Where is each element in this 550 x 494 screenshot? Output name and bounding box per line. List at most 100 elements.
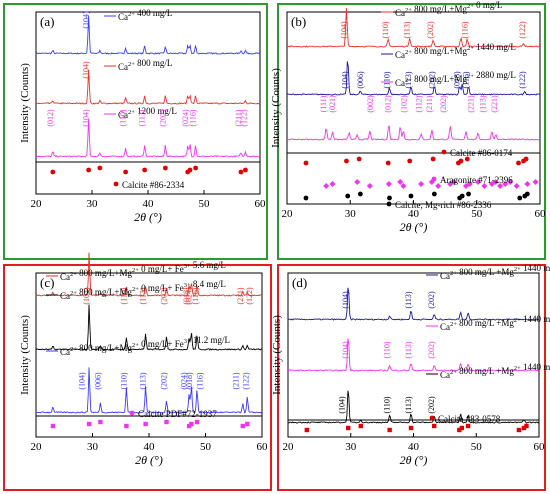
reference-marker [435,183,442,189]
x-tick-label: 50 [199,198,211,210]
peak-label: (113) [139,372,148,389]
x-tick-label: 30 [87,441,99,453]
reference-marker [464,156,470,162]
reference-marker [418,181,425,187]
xrd-trace [287,287,540,321]
peak-label: (122) [245,287,254,305]
reference-marker [304,427,310,433]
reference-legend-marker [113,181,119,187]
x-axis-label: 2θ (°) [400,220,428,234]
reference-legend-marker [429,415,435,421]
reference-marker [123,169,128,175]
peak-label: (116) [191,287,200,304]
plot-area [287,272,540,438]
xrd-trace [35,69,261,105]
reference-marker [400,183,407,189]
peak-label: (110) [381,21,390,38]
y-axis-label: Intensity (Counts) [19,63,31,143]
x-tick-label: 60 [255,198,267,210]
peak-label: (018) [453,71,462,89]
reference-marker [193,165,199,171]
peak-label: (116) [189,109,198,126]
reference-marker [524,423,529,429]
reference-marker [194,419,200,425]
peak-label: (202) [439,95,448,113]
peak-label: (202) [426,21,435,39]
xrd-trace [288,338,540,372]
legend-entry: Ca2+ 800 mg/L +Mg2+ 1440 mg/L + Fe3+ 8.4… [440,310,550,332]
reference-label: Calcite #83-0578 [438,414,501,424]
peak-label: (202) [160,287,169,305]
reference-marker [516,427,522,433]
reference-marker [357,191,363,197]
peak-label: (102) [400,95,409,113]
peak-label: (116) [462,71,471,88]
panel-b: (b) 20 30 40 50 60 2θ (°) Intensity (Counts) Ca2… [270,0,547,260]
peak-label: (110) [383,341,392,358]
peak-label: (113) [404,71,413,88]
x-tick-label: 20 [283,441,295,453]
peak-label: (024) [179,372,188,390]
reference-marker [387,427,392,433]
reference-marker [345,193,351,199]
peak-label: (110) [119,372,128,389]
reference-marker [366,183,373,189]
reference-marker [466,191,471,197]
legend-entry: Ca2+ 800 mg/L+Mg2+ 0 mg/L+ Fe3+ 8.4 mg/L [60,279,226,301]
x-tick-label: 20 [282,208,294,220]
xrd-trace [286,7,541,48]
reference-marker [432,423,437,429]
reference-marker [124,423,129,429]
reference-marker [245,421,250,427]
peak-label: (012) [46,109,55,127]
peak-label: (104) [82,109,91,127]
xrd-trace [36,252,263,297]
peak-label: (221) [467,95,476,113]
reference-marker [86,167,92,173]
reference-marker [431,191,437,197]
reference-legend-marker [441,149,447,155]
x-axis-label: 2θ (°) [400,453,428,467]
reference-marker [513,183,520,189]
peak-label: (104) [341,341,350,359]
panel-title: (a) [40,14,54,29]
reference-marker [532,179,539,185]
reference-marker [507,179,514,185]
reference-marker [516,160,521,166]
reference-marker [142,167,148,173]
x-tick-label: 40 [143,198,155,210]
legend-entry: Ca2+ 1200 mg/L [118,106,177,120]
legend-entry: Ca2+ 800 mg/L +Mg2+ 1440 mg/L + Fe3+ 11.… [440,358,550,380]
legend-entry: Ca2+ 800 mg/L+Mg2+ 0 mg/L [395,0,502,18]
reference-marker [407,158,413,164]
reference-legend-marker [386,201,392,207]
panel-title: (d) [292,275,307,290]
x-tick-label: 50 [471,208,483,220]
peak-label: (211) [231,372,240,389]
peak-label: (104) [82,11,91,29]
peak-label: (113) [404,291,413,308]
peak-label: (202) [160,372,169,390]
panel-c: (c) 20 30 40 50 60 2θ (°) Intensity (Counts) Ca2… [3,252,272,491]
peak-label: (104) [78,372,87,390]
peak-label: (110) [119,109,128,126]
reference-marker [98,419,103,425]
peak-label: (110) [119,287,128,304]
reference-marker [50,423,56,429]
peak-label: (006) [356,71,365,89]
peak-label: (116) [196,372,205,389]
peak-label: (113) [138,109,147,126]
peak-label: (104) [341,71,350,89]
reference-marker [238,169,244,175]
peak-label: (113) [404,396,413,413]
peak-label: (021) [328,95,337,113]
reference-legend-marker [431,176,437,182]
peak-label: (202) [427,71,436,89]
panel-title: (b) [291,14,306,29]
x-tick-label: 20 [31,441,43,453]
y-axis-label: Intensity (Counts) [271,315,283,395]
reference-marker [466,181,473,187]
panel-frame [277,3,546,260]
x-tick-label: 60 [535,208,547,220]
reference-marker [186,423,192,429]
